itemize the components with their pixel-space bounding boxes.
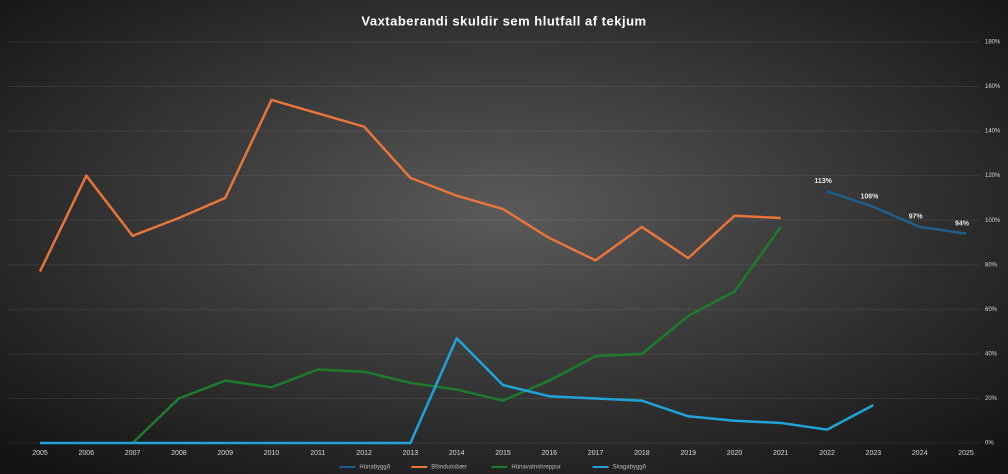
data-label: 106% xyxy=(860,194,879,201)
y-tick-label: 80% xyxy=(985,262,998,268)
y-tick-label: 40% xyxy=(985,351,998,357)
x-tick-label: 2019 xyxy=(680,450,696,457)
legend-label: Skagabyggð xyxy=(613,464,647,471)
x-tick-label: 2023 xyxy=(866,450,882,457)
series-line xyxy=(40,337,874,445)
series-line xyxy=(131,226,782,444)
x-tick-label: 2013 xyxy=(403,450,419,457)
y-tick-label: 140% xyxy=(985,129,1001,135)
y-tick-label: 160% xyxy=(985,84,1001,90)
data-label: 97% xyxy=(909,214,924,221)
series-line xyxy=(38,98,781,273)
x-tick-label: 2007 xyxy=(125,450,141,457)
y-tick-label: 180% xyxy=(985,40,1001,46)
x-tick-label: 2005 xyxy=(32,450,48,457)
x-tick-label: 2016 xyxy=(542,450,558,457)
x-tick-label: 2018 xyxy=(634,450,650,457)
x-tick-label: 2021 xyxy=(773,450,789,457)
x-tick-label: 2010 xyxy=(264,450,280,457)
x-tick-label: 2015 xyxy=(495,450,511,457)
legend-label: Húnabyggð xyxy=(359,464,390,471)
y-tick-label: 100% xyxy=(985,218,1001,224)
x-tick-label: 2020 xyxy=(727,450,743,457)
chart-title: Vaxtaberandi skuldir sem hlutfall af tek… xyxy=(361,13,646,28)
y-tick-label: 0% xyxy=(985,441,994,447)
x-tick-label: 2025 xyxy=(958,450,974,457)
legend-label: Blönduósbær xyxy=(431,465,467,471)
x-tick-label: 2009 xyxy=(217,450,233,457)
x-tick-label: 2006 xyxy=(79,450,95,457)
x-tick-label: 2012 xyxy=(356,450,372,457)
y-tick-label: 60% xyxy=(985,307,998,313)
y-tick-label: 20% xyxy=(985,396,998,402)
y-tick-label: 120% xyxy=(985,173,1001,179)
legend-label: Húnavatnshreppur xyxy=(511,465,560,471)
x-tick-label: 2014 xyxy=(449,450,465,457)
x-tick-label: 2022 xyxy=(819,450,835,457)
data-label: 94% xyxy=(955,220,970,227)
data-label: 113% xyxy=(814,178,832,185)
x-tick-label: 2017 xyxy=(588,450,604,457)
x-tick-label: 2008 xyxy=(171,450,187,457)
x-tick-label: 2011 xyxy=(310,450,325,457)
series-line xyxy=(826,190,967,235)
x-tick-label: 2024 xyxy=(912,450,928,457)
